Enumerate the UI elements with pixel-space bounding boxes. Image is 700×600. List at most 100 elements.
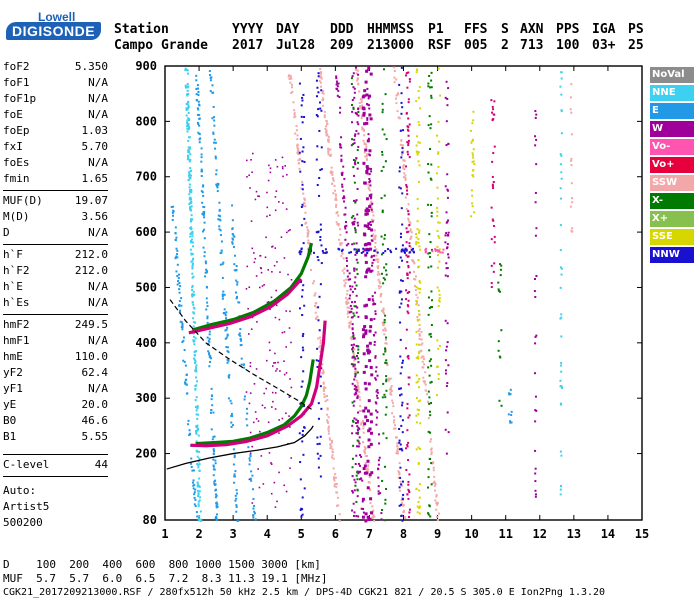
e-echo-point	[247, 446, 250, 449]
x-minus-echo-point	[357, 348, 360, 351]
nnw-echo-point	[319, 239, 322, 242]
e-echo-point	[195, 99, 198, 102]
e-echo-point	[214, 141, 217, 144]
w-echo-point	[369, 269, 373, 273]
param-name: h`Es	[3, 296, 30, 309]
ssw-echo-point	[328, 437, 331, 440]
w-echo-point	[351, 110, 354, 113]
spread-echo-point	[257, 195, 259, 197]
nnw-echo-point	[299, 280, 302, 283]
hdr-s-label: S	[501, 22, 509, 37]
ssw-echo-point	[323, 386, 326, 389]
ssw-echo-point	[379, 282, 382, 285]
e-echo-point	[249, 455, 252, 458]
w-echo-point	[447, 431, 450, 434]
vo-plus-echo-point	[406, 86, 409, 89]
spread-echo-point	[274, 408, 277, 410]
nnw-echo-point	[316, 115, 319, 118]
ssw-echo-point	[381, 310, 384, 313]
e-echo-point	[182, 359, 185, 362]
x-minus-echo-point	[384, 519, 387, 522]
nne-echo-point	[190, 228, 193, 231]
nnw-echo-point	[398, 83, 401, 86]
nne-echo-point	[189, 232, 192, 235]
x-minus-echo-point	[381, 396, 384, 399]
x-minus-echo-point	[382, 282, 385, 285]
ssw-echo-point	[420, 330, 423, 333]
e-echo-point	[179, 309, 182, 312]
file-info-footer: CGK21_2017209213000.RSF / 280fx512h 50 k…	[3, 587, 606, 598]
w-echo-point	[534, 234, 537, 237]
w-echo-point	[445, 385, 448, 388]
x-tick-label: 2	[195, 527, 202, 541]
w-echo-point	[341, 185, 344, 188]
f-layer-spread-point	[424, 251, 427, 254]
w-echo-point	[366, 87, 369, 90]
ssw-echo-point	[373, 515, 376, 518]
ssw-echo-point	[356, 387, 359, 390]
nne-echo-point	[187, 139, 190, 142]
e-echo-point	[212, 464, 215, 467]
param-value: 5.70	[81, 140, 109, 153]
ssw-echo-point	[346, 293, 349, 296]
x-minus-echo-point	[429, 86, 432, 89]
x-minus-echo-point	[429, 241, 432, 244]
nne-echo-point	[560, 370, 563, 373]
ssw-echo-point	[384, 329, 387, 332]
nnw-echo-point	[320, 407, 323, 410]
ssw-echo-point	[407, 203, 410, 206]
legend-item-w: W	[650, 121, 694, 137]
e-echo-point	[185, 383, 188, 386]
echo-points-layer	[170, 66, 574, 523]
w-echo-point	[372, 333, 375, 336]
w-echo-point	[353, 220, 356, 223]
ssw-echo-point	[409, 238, 412, 241]
vo-plus-echo-point	[493, 100, 496, 103]
e-echo-point	[215, 185, 218, 188]
w-echo-point	[362, 113, 366, 117]
nne-echo-point	[194, 360, 197, 363]
e-echo-point	[234, 494, 237, 497]
w-echo-point	[366, 103, 369, 106]
x-minus-echo-point	[385, 437, 388, 440]
x-minus-echo-point	[427, 85, 430, 88]
w-echo-point	[444, 185, 447, 188]
ssw-echo-point	[393, 76, 396, 79]
ssw-echo-point	[294, 132, 297, 135]
x-minus-echo-point	[354, 201, 357, 204]
x-minus-echo-point	[382, 353, 385, 356]
spread-echo-point	[255, 368, 258, 370]
w-echo-point	[342, 165, 345, 168]
w-echo-point	[444, 234, 447, 237]
nnw-echo-point	[301, 289, 304, 292]
e-echo-point	[208, 337, 211, 340]
w-echo-point	[357, 426, 360, 429]
nne-echo-point	[188, 176, 191, 179]
nnw-echo-point	[316, 365, 319, 368]
ssw-echo-point	[370, 207, 373, 210]
e-echo-point	[233, 263, 236, 266]
w-echo-point	[367, 137, 370, 140]
nnw-echo-point	[317, 75, 320, 78]
ssw-echo-point	[369, 502, 372, 505]
spread-echo-point	[276, 165, 279, 168]
nnw-echo-point	[398, 427, 401, 430]
nne-echo-point	[190, 260, 193, 263]
ssw-echo-point	[405, 208, 408, 211]
ssw-echo-point	[395, 436, 398, 439]
w-echo-point	[352, 72, 355, 75]
sse-echo-point	[418, 483, 421, 486]
w-echo-point	[351, 290, 354, 293]
e-echo-point	[209, 90, 212, 93]
w-echo-point	[535, 275, 538, 278]
f-layer-spread-point	[356, 250, 359, 253]
spread-echo-point	[246, 175, 248, 178]
e-echo-point	[218, 201, 221, 204]
e-echo-point	[238, 301, 241, 304]
x-minus-echo-point	[381, 128, 384, 131]
ssw-echo-point	[365, 155, 368, 158]
e-echo-point	[242, 363, 245, 366]
w-echo-point	[353, 400, 356, 403]
nnw-echo-point	[300, 385, 303, 388]
e-echo-point	[171, 211, 174, 214]
